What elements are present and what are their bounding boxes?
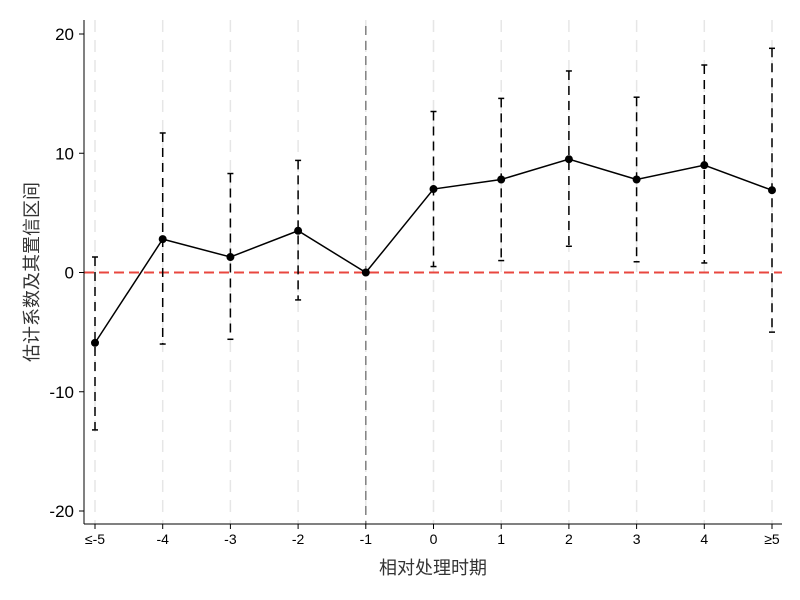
x-tick-label-2: -3 [224,531,237,547]
x-tick-label-6: 1 [497,531,505,547]
y-tick-label-3: 10 [55,144,74,163]
estimate-point-0 [91,338,99,347]
x-tick-label-5: 0 [430,531,438,547]
ci-bar-3 [295,159,302,301]
estimate-point-10 [768,186,776,195]
x-tick-label-0: ≤-5 [85,531,105,547]
estimate-points [91,155,776,347]
estimate-point-1 [158,235,167,244]
estimate-point-3 [294,226,303,235]
y-tick-label-1: -10 [49,383,74,402]
estimate-point-4 [361,268,370,277]
x-tick-label-3: -2 [292,531,305,547]
ci-bar-0 [92,256,98,431]
y-tick-label-0: -20 [49,502,74,521]
x-tick-label-8: 3 [633,531,641,547]
estimate-point-9 [700,161,709,170]
x-tick-label-9: 4 [700,531,708,547]
estimate-point-7 [564,155,573,164]
y-axis-title: 估计系数及其置信区间 [22,182,43,362]
x-tick-label-7: 2 [565,531,573,547]
y-tick-label-4: 20 [55,25,74,44]
ci-bar-7 [565,70,572,248]
estimate-point-8 [632,175,641,184]
x-tick-label-4: -1 [360,531,373,547]
x-axis-title: 相对处理时期 [379,558,487,579]
estimate-point-6 [497,175,506,184]
estimate-point-2 [226,252,235,261]
y-tick-label-2: 0 [65,264,74,283]
estimate-point-5 [429,185,438,194]
x-tick-label-10: ≥5 [764,531,780,547]
x-tick-label-1: -4 [156,531,169,547]
axes [79,20,782,529]
